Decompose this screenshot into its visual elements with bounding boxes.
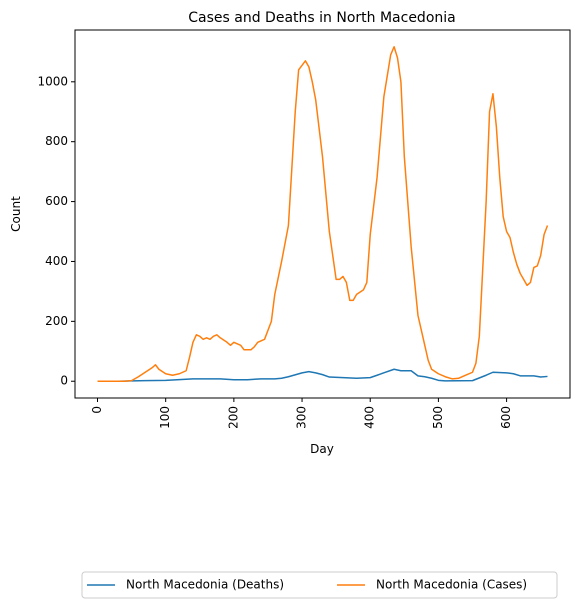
x-tick-label: 200	[226, 406, 240, 429]
y-tick-label: 400	[45, 254, 68, 268]
y-tick-label: 200	[45, 314, 68, 328]
y-tick-label: 600	[45, 194, 68, 208]
y-axis-label: Count	[9, 196, 23, 232]
legend-label: North Macedonia (Cases)	[376, 578, 527, 592]
data-line	[97, 368, 548, 382]
x-tick-label: 400	[363, 406, 377, 429]
x-axis-label: Day	[310, 442, 334, 456]
x-tick-label: 100	[158, 406, 172, 429]
legend: North Macedonia (Deaths) North Macedonia …	[81, 571, 558, 599]
x-tick-label: 500	[431, 406, 445, 429]
y-tick-label: 800	[45, 134, 68, 148]
data-line	[97, 46, 549, 382]
axes-frame	[74, 29, 571, 399]
x-tick-label: 300	[295, 406, 309, 429]
legend-box	[81, 571, 558, 599]
x-tick-label: 0	[90, 406, 104, 414]
x-tick-label: 600	[499, 406, 513, 429]
y-tick-label: 1000	[37, 74, 68, 88]
y-tick-label: 0	[60, 374, 68, 388]
plot-area	[97, 46, 549, 382]
legend-label: North Macedonia (Deaths)	[126, 578, 284, 592]
chart-title: Cases and Deaths in North Macedonia	[188, 10, 455, 26]
